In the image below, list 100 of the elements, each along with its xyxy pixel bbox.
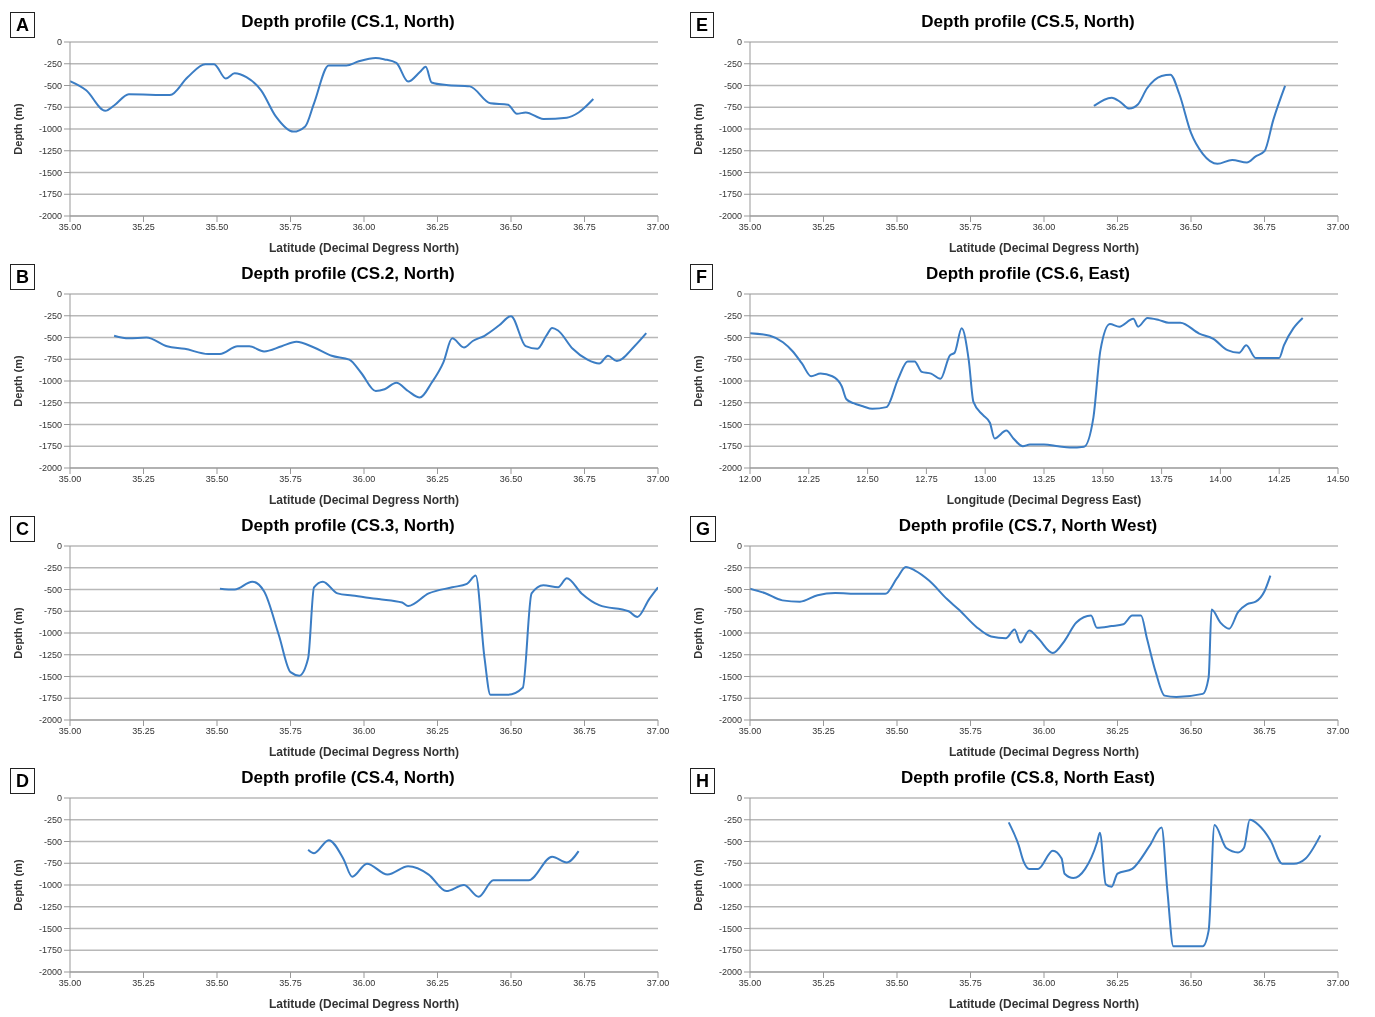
x-tick-label: 37.00 [646, 474, 670, 485]
x-tick-label: 36.00 [1032, 978, 1056, 989]
x-tick-label: 36.25 [1106, 726, 1129, 737]
chart-title: Depth profile (CS.1, North) [241, 12, 455, 31]
y-tick-label: -1250 [718, 145, 742, 156]
y-tick-label: -250 [43, 814, 62, 825]
x-tick-label: 35.75 [279, 726, 302, 737]
line-series [113, 315, 648, 399]
y-tick-label: -1250 [38, 649, 62, 660]
x-tick-label: 35.00 [58, 222, 82, 233]
x-tick-label: 35.00 [58, 474, 82, 485]
x-tick-label: 37.00 [1326, 222, 1350, 233]
text: C [10, 516, 35, 542]
x-tick-label: 36.00 [352, 474, 376, 485]
y-tick-label: -1500 [38, 923, 62, 934]
x-tick-label: 37.00 [646, 222, 670, 233]
chart-title: Depth profile (CS.5, North) [921, 12, 1135, 31]
line-series [750, 565, 1272, 698]
line-series [750, 316, 1304, 449]
y-tick-label: -750 [723, 858, 742, 869]
x-tick-label: 35.00 [58, 726, 82, 737]
y-tick-label: -1000 [718, 376, 742, 387]
x-axis-title: Latitude (Decimal Degress North) [268, 745, 460, 759]
x-tick-label: 35.25 [812, 726, 835, 737]
y-tick-label: -2000 [38, 463, 62, 474]
y-tick-label: -1500 [38, 167, 62, 178]
y-tick-label: -750 [43, 354, 62, 365]
y-tick-label: -1750 [38, 189, 62, 200]
x-tick-label: 35.25 [812, 978, 835, 989]
x-axis-title: Latitude (Decimal Degress North) [268, 493, 460, 507]
x-axis-title: Latitude (Decimal Degress North) [268, 997, 460, 1011]
y-tick-label: -500 [43, 80, 62, 91]
x-tick-label: 37.00 [646, 978, 670, 989]
text: B [10, 264, 35, 290]
y-tick-label: -1250 [718, 901, 742, 912]
x-tick-label: 36.00 [352, 222, 376, 233]
x-tick-label: 36.50 [499, 222, 523, 233]
x-tick-label: 35.25 [132, 726, 155, 737]
x-tick-label: 36.75 [1253, 726, 1276, 737]
y-tick-label: -1750 [38, 693, 62, 704]
y-axis-title: Depth (m) [11, 859, 24, 911]
y-tick-label: -2000 [718, 211, 742, 222]
y-tick-label: -250 [723, 562, 742, 573]
y-tick-label: 0 [56, 37, 62, 48]
y-tick-label: -500 [43, 584, 62, 595]
x-tick-label: 35.75 [279, 978, 302, 989]
x-axis-title: Longitude (Decimal Degress East) [946, 493, 1142, 507]
x-tick-label: 35.00 [738, 222, 762, 233]
x-tick-label: 37.00 [1326, 978, 1350, 989]
x-tick-label: 37.00 [646, 726, 670, 737]
x-tick-label: 35.75 [279, 474, 302, 485]
x-axis-title: Latitude (Decimal Degress North) [948, 745, 1140, 759]
line-series [70, 57, 595, 133]
y-tick-label: -250 [723, 58, 742, 69]
x-tick-label: 13.25 [1032, 474, 1056, 485]
x-tick-label: 36.50 [1179, 726, 1203, 737]
x-tick-label: 35.25 [132, 474, 155, 485]
y-axis-title: Depth (m) [691, 859, 704, 911]
x-tick-label: 35.75 [279, 222, 302, 233]
x-tick-label: 36.00 [1032, 222, 1056, 233]
x-tick-label: 35.50 [205, 474, 229, 485]
line-series [1007, 818, 1322, 948]
y-tick-label: -250 [723, 310, 742, 321]
chart-title: Depth profile (CS.2, North) [241, 264, 455, 283]
x-tick-label: 14.00 [1209, 474, 1232, 485]
y-tick-label: -1750 [718, 189, 742, 200]
chart-title: Depth profile (CS.4, North) [241, 768, 455, 787]
x-tick-label: 36.75 [573, 978, 596, 989]
x-tick-label: 35.25 [812, 222, 835, 233]
x-tick-label: 12.25 [797, 474, 821, 485]
x-tick-label: 13.75 [1150, 474, 1173, 485]
y-tick-label: -2000 [718, 463, 742, 474]
y-tick-label: -500 [723, 836, 742, 847]
y-tick-label: -1750 [718, 945, 742, 956]
x-tick-label: 14.50 [1326, 474, 1350, 485]
x-tick-label: 35.50 [205, 222, 229, 233]
y-tick-label: -250 [43, 310, 62, 321]
x-tick-label: 36.25 [426, 222, 449, 233]
x-tick-label: 12.75 [915, 474, 938, 485]
text: G [690, 516, 717, 542]
y-tick-label: -1500 [718, 923, 742, 934]
y-tick-label: -750 [43, 858, 62, 869]
x-tick-label: 36.25 [426, 474, 449, 485]
x-tick-label: 35.75 [959, 726, 982, 737]
x-tick-label: 36.75 [573, 474, 596, 485]
x-tick-label: 13.50 [1091, 474, 1115, 485]
y-tick-label: 0 [736, 289, 742, 300]
text: H [690, 768, 715, 794]
text: A [10, 12, 35, 38]
y-tick-label: -1250 [718, 649, 742, 660]
y-tick-label: -1000 [38, 628, 62, 639]
x-tick-label: 36.00 [352, 726, 376, 737]
y-tick-label: -500 [723, 332, 742, 343]
y-tick-label: -500 [43, 332, 62, 343]
y-tick-label: -250 [723, 814, 742, 825]
x-tick-label: 36.00 [352, 978, 376, 989]
line-series [218, 574, 658, 696]
x-tick-label: 36.25 [1106, 978, 1129, 989]
y-tick-label: -1750 [718, 693, 742, 704]
line-series [307, 839, 580, 898]
